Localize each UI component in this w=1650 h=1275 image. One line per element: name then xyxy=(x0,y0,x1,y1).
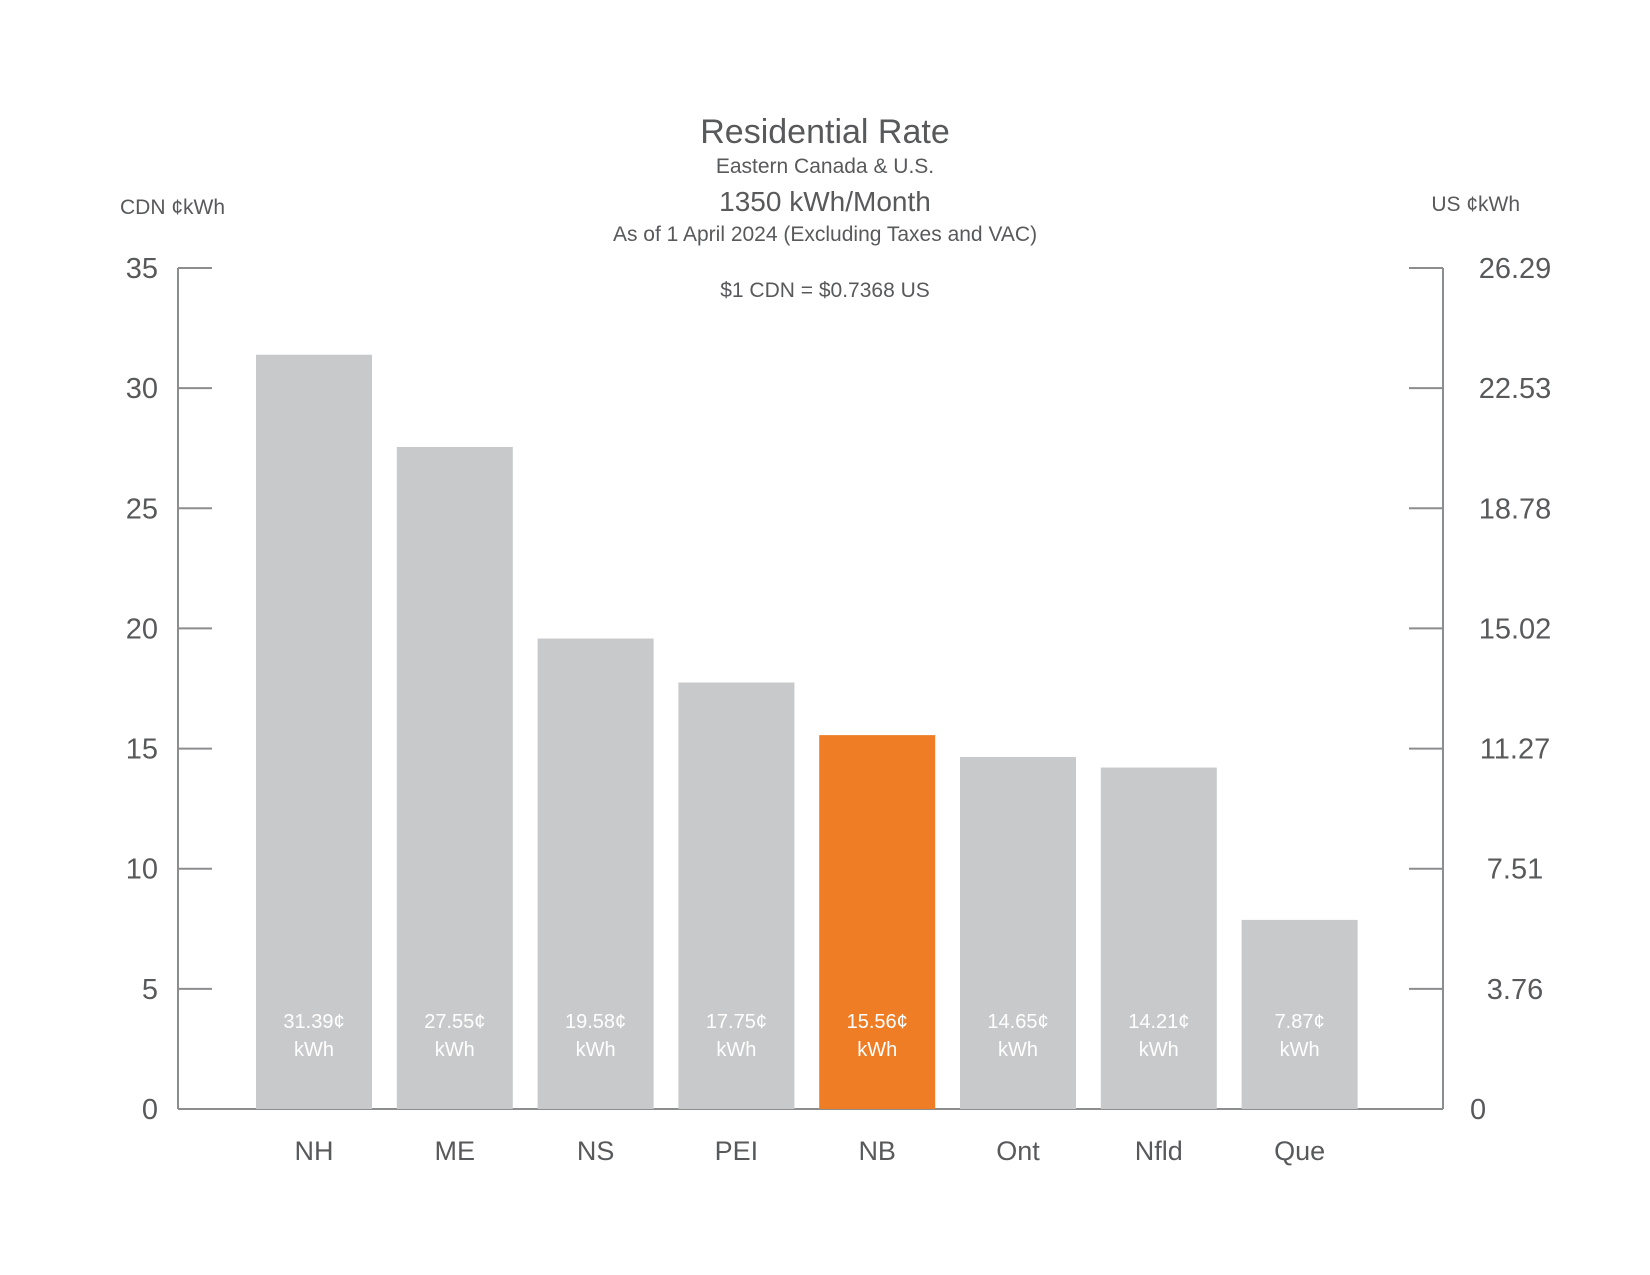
bar-unit-label: kWh xyxy=(294,1039,334,1061)
bar-nh xyxy=(256,354,372,1109)
bar-unit-label: kWh xyxy=(576,1039,616,1061)
bar-unit-label: kWh xyxy=(1139,1039,1179,1061)
category-label: Ont xyxy=(996,1136,1040,1166)
bar-value-label: 31.39¢ xyxy=(283,1011,344,1033)
right-tick-label: 26.29 xyxy=(1479,253,1552,285)
exchange-rate-note: $1 CDN = $0.7368 US xyxy=(720,279,930,302)
bar-que xyxy=(1241,919,1358,1109)
bar-ns xyxy=(537,638,654,1109)
bar-ont xyxy=(960,756,1076,1109)
left-tick-label: 15 xyxy=(126,734,158,766)
bar-nfld xyxy=(1100,767,1217,1109)
right-axis-label: US ¢kWh xyxy=(1431,193,1520,216)
bar-value-label: 14.21¢ xyxy=(1128,1011,1189,1033)
category-label: NB xyxy=(858,1136,896,1166)
left-tick-label: 35 xyxy=(126,253,158,285)
right-tick-label: 18.78 xyxy=(1479,493,1552,525)
left-tick-label: 10 xyxy=(126,854,158,886)
bar-value-label: 7.87¢ xyxy=(1275,1011,1325,1033)
chart-bars xyxy=(256,354,1358,1110)
category-label: Nfld xyxy=(1135,1136,1183,1166)
left-tick-label: 5 xyxy=(142,974,158,1006)
right-tick-label: 3.76 xyxy=(1487,974,1543,1006)
bar-value-label: 27.55¢ xyxy=(424,1011,485,1033)
bar-unit-label: kWh xyxy=(857,1039,897,1061)
right-tick-label: 7.51 xyxy=(1487,854,1543,886)
right-tick-label: 15.02 xyxy=(1479,613,1552,645)
bar-nb xyxy=(819,735,936,1109)
bar-pei xyxy=(678,682,795,1109)
left-tick-label: 30 xyxy=(126,373,158,405)
chart-subtitle-volume: 1350 kWh/Month xyxy=(719,186,931,217)
category-label: PEI xyxy=(715,1136,759,1166)
bar-value-label: 17.75¢ xyxy=(706,1011,767,1033)
category-label: Que xyxy=(1274,1136,1325,1166)
right-tick-label: 0 xyxy=(1470,1094,1486,1126)
chart-axes: 0 0 5 3.76 10 7.51 15 11.27 20 15.02 25 18.78 30 22.5… xyxy=(126,253,1552,1126)
left-tick-label: 25 xyxy=(126,493,158,525)
bar-value-label: 15.56¢ xyxy=(847,1011,908,1033)
left-tick-label: 0 xyxy=(142,1094,158,1126)
bar-unit-label: kWh xyxy=(435,1039,475,1061)
right-tick-label: 11.27 xyxy=(1480,734,1550,766)
chart-subtitle-date: As of 1 April 2024 (Excluding Taxes and … xyxy=(613,223,1037,246)
right-tick-label: 22.53 xyxy=(1479,373,1552,405)
category-label: ME xyxy=(435,1136,476,1166)
bar-value-label: 19.58¢ xyxy=(565,1011,626,1033)
bar-unit-label: kWh xyxy=(716,1039,756,1061)
category-label: NH xyxy=(295,1136,334,1166)
bar-unit-label: kWh xyxy=(1280,1039,1320,1061)
bar-me xyxy=(396,447,513,1110)
left-axis-label: CDN ¢kWh xyxy=(120,196,225,219)
category-label: NS xyxy=(577,1136,615,1166)
bar-unit-label: kWh xyxy=(998,1039,1038,1061)
chart-title: Residential Rate xyxy=(700,113,949,151)
chart-subtitle-region: Eastern Canada & U.S. xyxy=(716,155,934,178)
chart-labels: 31.39¢ kWh NH 27.55¢ kWh ME 19.58¢ kWh NS 17.75¢ k… xyxy=(283,1011,1325,1166)
left-tick-label: 20 xyxy=(126,613,158,645)
bar-value-label: 14.65¢ xyxy=(987,1011,1048,1033)
